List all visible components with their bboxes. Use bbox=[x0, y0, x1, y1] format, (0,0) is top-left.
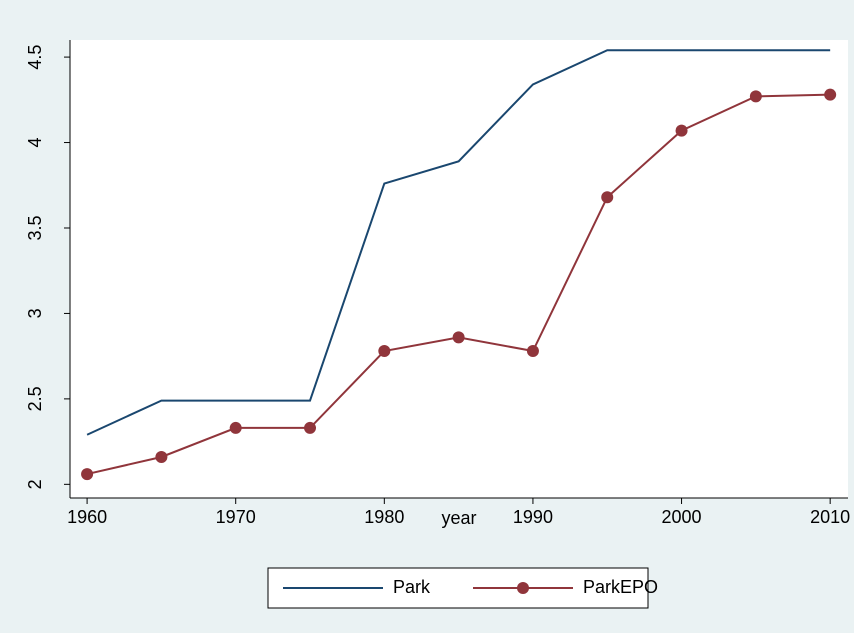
point bbox=[229, 421, 242, 434]
point bbox=[155, 450, 168, 463]
y-tick-label: 4 bbox=[25, 138, 45, 148]
y-tick-label: 3.5 bbox=[25, 215, 45, 240]
x-tick-label: 1960 bbox=[67, 507, 107, 527]
legend-marker bbox=[517, 582, 529, 594]
point bbox=[824, 88, 837, 101]
y-tick-label: 2 bbox=[25, 479, 45, 489]
series-line bbox=[86, 49, 831, 436]
legend-label: Park bbox=[393, 577, 431, 597]
point bbox=[452, 331, 465, 344]
x-tick-label: 2010 bbox=[810, 507, 850, 527]
x-tick-label: 2000 bbox=[662, 507, 702, 527]
point bbox=[81, 468, 94, 481]
point bbox=[601, 191, 614, 204]
point bbox=[749, 90, 762, 103]
legend-label: ParkEPO bbox=[583, 577, 658, 597]
y-tick-label: 2.5 bbox=[25, 386, 45, 411]
point bbox=[526, 345, 539, 358]
y-tick-label: 4.5 bbox=[25, 45, 45, 70]
plot-area bbox=[70, 40, 848, 498]
x-tick-label: 1970 bbox=[216, 507, 256, 527]
point bbox=[378, 345, 391, 358]
y-tick-label: 3 bbox=[25, 308, 45, 318]
x-axis-title: year bbox=[441, 508, 476, 528]
x-tick-label: 1980 bbox=[364, 507, 404, 527]
point bbox=[675, 124, 688, 137]
x-tick-label: 1990 bbox=[513, 507, 553, 527]
point bbox=[304, 421, 317, 434]
